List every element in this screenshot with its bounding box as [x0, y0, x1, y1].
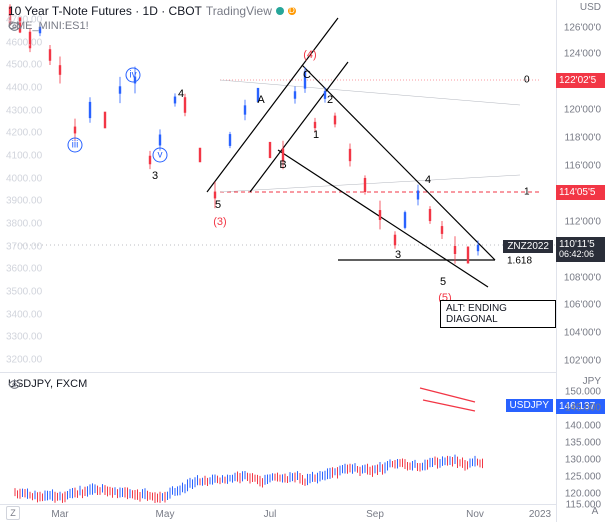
visibility-icon-2[interactable]: [8, 378, 21, 391]
ew-2: 2: [327, 94, 333, 106]
badge-level1: 114'05'5: [556, 185, 605, 200]
ew-wave-iii: iii: [68, 138, 83, 153]
time-axis[interactable]: Z MarMayJulSepNov2023: [0, 504, 556, 522]
ew-5b: 5: [440, 276, 446, 288]
chart-title-row: 10 Year T-Note Futures · 1D · CBOT Tradi…: [8, 4, 296, 18]
fib-ratio-1618: 1.618: [507, 256, 532, 267]
price-scale[interactable]: USD JPY 122'02'5 114'05'5 110'11'5 06:42…: [556, 0, 605, 522]
badge-price-time: 06:42:06: [559, 250, 602, 260]
fib-ratio-1: 1: [524, 187, 530, 198]
status-dot-2: D: [288, 7, 296, 15]
usdjpy-symbol-tag: USDJPY: [506, 399, 553, 412]
chart-area[interactable]: iii iv v 3 4 5 A B C 1 2 3 4 5 (3) (4) (…: [0, 0, 556, 522]
ew-red-3: (3): [213, 216, 226, 228]
price-symbol-tag: ZNZ2022: [503, 240, 553, 253]
ew-1: 1: [313, 129, 319, 141]
fib-ratio-0: 0: [524, 75, 530, 86]
bottom-chart-canvas: [0, 372, 556, 504]
badge-price: 110'11'5 06:42:06: [556, 237, 605, 262]
bottom-unit: JPY: [583, 376, 601, 387]
ew-A: A: [257, 94, 264, 106]
ew-red-4: (4): [303, 49, 316, 61]
ew-wave-iv: iv: [126, 68, 141, 83]
alt-scenario-label: ALT: ENDING DIAGONAL: [440, 300, 556, 328]
top-unit: USD: [580, 2, 601, 13]
ew-3b: 3: [395, 249, 401, 261]
ew-5: 5: [215, 199, 221, 211]
badge-level0: 122'02'5: [556, 73, 605, 88]
status-dot-1: [276, 7, 284, 15]
ew-B: B: [279, 159, 286, 171]
timezone-button[interactable]: Z: [6, 506, 20, 520]
bottom-title-row: USDJPY, FXCM: [8, 378, 87, 390]
ew-4: 4: [178, 88, 184, 100]
ew-3: 3: [152, 170, 158, 182]
platform-label: TradingView: [206, 4, 272, 18]
ew-C: C: [303, 69, 311, 81]
ew-4b: 4: [425, 174, 431, 186]
ew-wave-v: v: [153, 148, 168, 163]
